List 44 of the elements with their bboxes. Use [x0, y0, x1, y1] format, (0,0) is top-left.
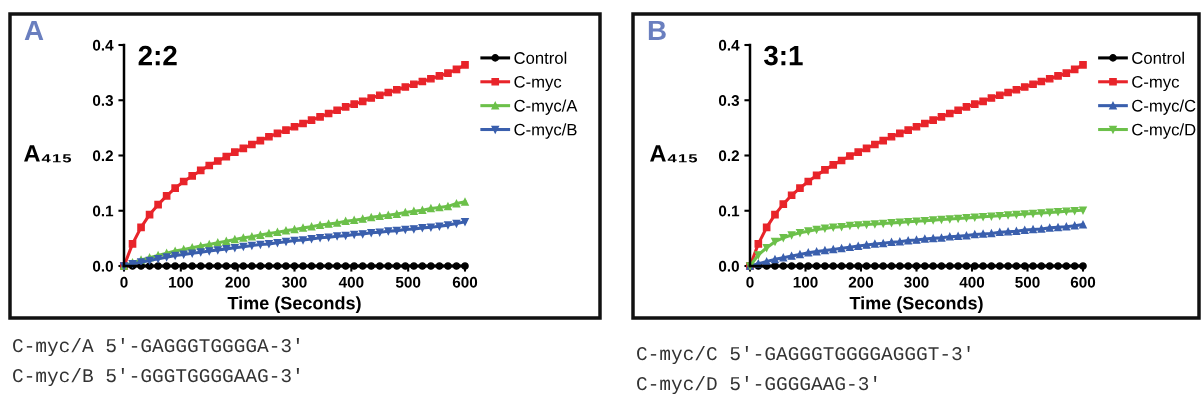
x-tick-label: 100	[169, 276, 193, 288]
y-tick-label: 0.3	[92, 95, 114, 106]
text: C-myc/D 5′-GGGGAAG-3′	[637, 375, 877, 395]
text: A	[24, 20, 44, 40]
x-tick-label: 400	[959, 276, 985, 288]
x-tick-label: 200	[225, 276, 250, 288]
x-tick-label: 400	[338, 276, 364, 288]
x-tick-label: 300	[282, 276, 307, 288]
legend-label: C-myc/A	[514, 99, 578, 115]
y-tick-label: 0.3	[718, 95, 740, 106]
text: C-myc/C 5′-GAGGGTGGGGAGGGT-3′	[637, 345, 970, 365]
legend-label: C-myc/B	[514, 123, 577, 139]
y-tick-label: 0.2	[92, 150, 113, 162]
x-tick-label: 600	[452, 276, 478, 288]
y-tick-label: 0.0	[92, 260, 113, 272]
text: B	[648, 20, 666, 40]
y-tick-label: 0.4	[92, 39, 114, 51]
legend-label: Control	[514, 51, 567, 64]
y-axis-title: A₄₁₅	[650, 145, 698, 163]
y-tick-label: 0.2	[718, 150, 739, 162]
y-tick-label: 0.0	[718, 260, 739, 272]
y-axis-title: A₄₁₅	[24, 145, 72, 163]
annotation: 3:1	[763, 45, 803, 66]
legend-label: C-myc/D	[1132, 123, 1196, 139]
x-axis-title: Time (Seconds)	[227, 296, 361, 314]
legend-label: Control	[1132, 51, 1184, 64]
text: C-myc/B 5′-GGGTGGGGAAG-3′	[13, 367, 299, 387]
x-tick-label: 0	[746, 276, 754, 288]
x-axis-title: Time (Seconds)	[849, 296, 983, 314]
x-tick-label: 300	[904, 276, 929, 288]
text: C-myc/A 5′-GAGGGTGGGGA-3′	[13, 337, 299, 357]
x-tick-label: 200	[848, 276, 874, 288]
x-tick-label: 100	[793, 276, 818, 288]
annotation: 2:2	[138, 45, 177, 66]
y-tick-label: 0.1	[718, 205, 740, 217]
legend-label: C-myc/C	[1132, 99, 1196, 115]
x-tick-label: 500	[395, 276, 421, 288]
x-tick-label: 600	[1070, 276, 1096, 288]
legend-label: C-myc	[1132, 75, 1180, 92]
legend-label: C-myc	[514, 75, 562, 92]
y-tick-label: 0.4	[718, 39, 740, 51]
x-tick-label: 0	[120, 276, 128, 288]
x-tick-label: 500	[1015, 276, 1040, 288]
y-tick-label: 0.1	[92, 205, 114, 217]
